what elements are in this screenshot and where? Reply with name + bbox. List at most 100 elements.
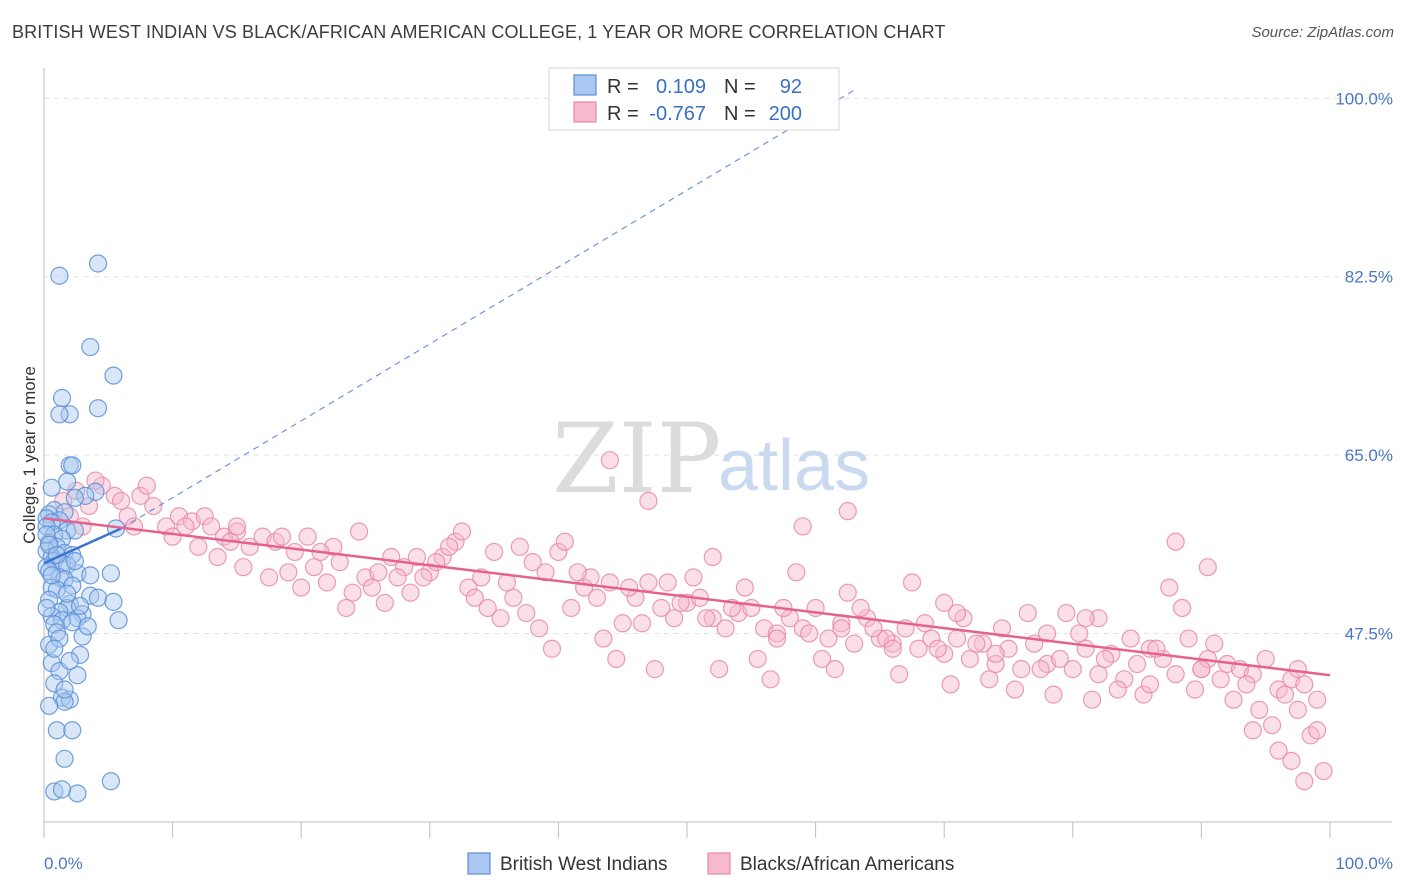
data-point	[1089, 609, 1108, 628]
data-point	[1031, 660, 1050, 679]
data-point	[973, 634, 992, 653]
chart-title: BRITISH WEST INDIAN VS BLACK/AFRICAN AME…	[12, 22, 946, 42]
data-point	[285, 542, 304, 562]
data-point	[562, 598, 581, 618]
data-point	[1173, 598, 1192, 618]
data-point	[915, 614, 935, 633]
data-point	[58, 472, 77, 491]
legend-box	[548, 67, 840, 131]
legend-r-label: R =	[607, 76, 639, 98]
y-tick-labels: 47.5% 65.0% 82.5% 100.0%	[1335, 89, 1393, 643]
data-point	[1185, 680, 1205, 699]
data-point	[1295, 675, 1314, 694]
trend-line-pink	[43, 517, 1331, 677]
data-point	[401, 583, 420, 602]
legend-swatch-blue	[573, 74, 597, 96]
data-point	[63, 613, 82, 632]
data-point	[838, 502, 857, 521]
data-point	[37, 598, 56, 618]
data-point	[1308, 690, 1327, 709]
data-point	[47, 721, 66, 740]
data-point	[73, 627, 92, 646]
data-point	[665, 609, 684, 628]
data-point	[613, 614, 632, 633]
data-point	[1089, 665, 1108, 684]
data-point	[697, 609, 716, 628]
data-point	[63, 456, 82, 475]
data-point	[748, 649, 767, 669]
data-point	[1314, 761, 1333, 781]
data-point	[947, 629, 967, 648]
data-point	[1282, 751, 1301, 770]
data-point	[50, 266, 69, 285]
data-point	[70, 596, 90, 616]
legend-r-label: R =	[607, 103, 639, 125]
data-point	[1057, 603, 1076, 623]
data-point	[703, 547, 722, 567]
source-label: Source: ZipAtlas.com	[1251, 24, 1394, 41]
data-point	[710, 660, 729, 679]
data-point	[478, 598, 497, 618]
data-point	[491, 609, 510, 628]
data-point	[189, 537, 208, 556]
data-point	[742, 598, 761, 618]
data-point	[1070, 624, 1089, 643]
data-point	[58, 584, 77, 603]
data-point	[52, 780, 72, 799]
data-point	[50, 629, 69, 648]
data-point	[1288, 700, 1307, 719]
data-point	[131, 486, 150, 505]
data-point	[81, 337, 100, 357]
data-point	[986, 644, 1005, 663]
data-point	[510, 537, 529, 556]
data-point	[1127, 654, 1147, 674]
data-point	[890, 665, 909, 684]
data-point	[88, 588, 108, 607]
legend-r-value: -0.767	[649, 103, 706, 125]
data-point	[1050, 649, 1070, 669]
data-point	[517, 603, 536, 623]
data-point	[68, 666, 87, 685]
data-point	[600, 451, 619, 470]
data-point	[1063, 660, 1082, 679]
data-point	[504, 588, 523, 607]
data-point	[793, 517, 812, 536]
data-point	[88, 254, 108, 273]
data-point	[549, 542, 568, 562]
x-tick-labels: 0.0% 100.0%	[44, 854, 1393, 873]
data-point	[45, 674, 64, 693]
y-tick-label: 100.0%	[1335, 89, 1393, 108]
data-point	[819, 629, 838, 648]
data-point	[967, 634, 986, 653]
data-point	[832, 619, 851, 638]
data-point	[536, 563, 555, 582]
data-point	[812, 649, 832, 669]
data-point	[1134, 685, 1153, 704]
data-point	[68, 784, 87, 803]
data-point	[65, 488, 84, 508]
data-point	[279, 563, 298, 582]
data-point	[112, 491, 131, 511]
data-point	[104, 366, 123, 385]
data-point	[459, 578, 478, 597]
data-point	[137, 476, 156, 495]
watermark: ZIP atlas	[552, 403, 870, 515]
data-point	[767, 629, 787, 648]
data-point	[787, 563, 806, 582]
data-point	[208, 547, 227, 567]
data-point	[922, 629, 941, 648]
data-point	[369, 563, 388, 582]
data-point	[42, 478, 61, 497]
data-point	[1269, 741, 1288, 760]
data-point	[639, 491, 658, 511]
data-point	[1108, 680, 1127, 699]
data-point	[86, 482, 105, 501]
data-point	[1179, 629, 1198, 648]
data-point	[317, 573, 337, 592]
data-point	[304, 558, 324, 577]
data-point	[1288, 660, 1307, 679]
data-point	[658, 573, 677, 592]
data-point	[259, 568, 279, 587]
data-point	[70, 645, 90, 664]
